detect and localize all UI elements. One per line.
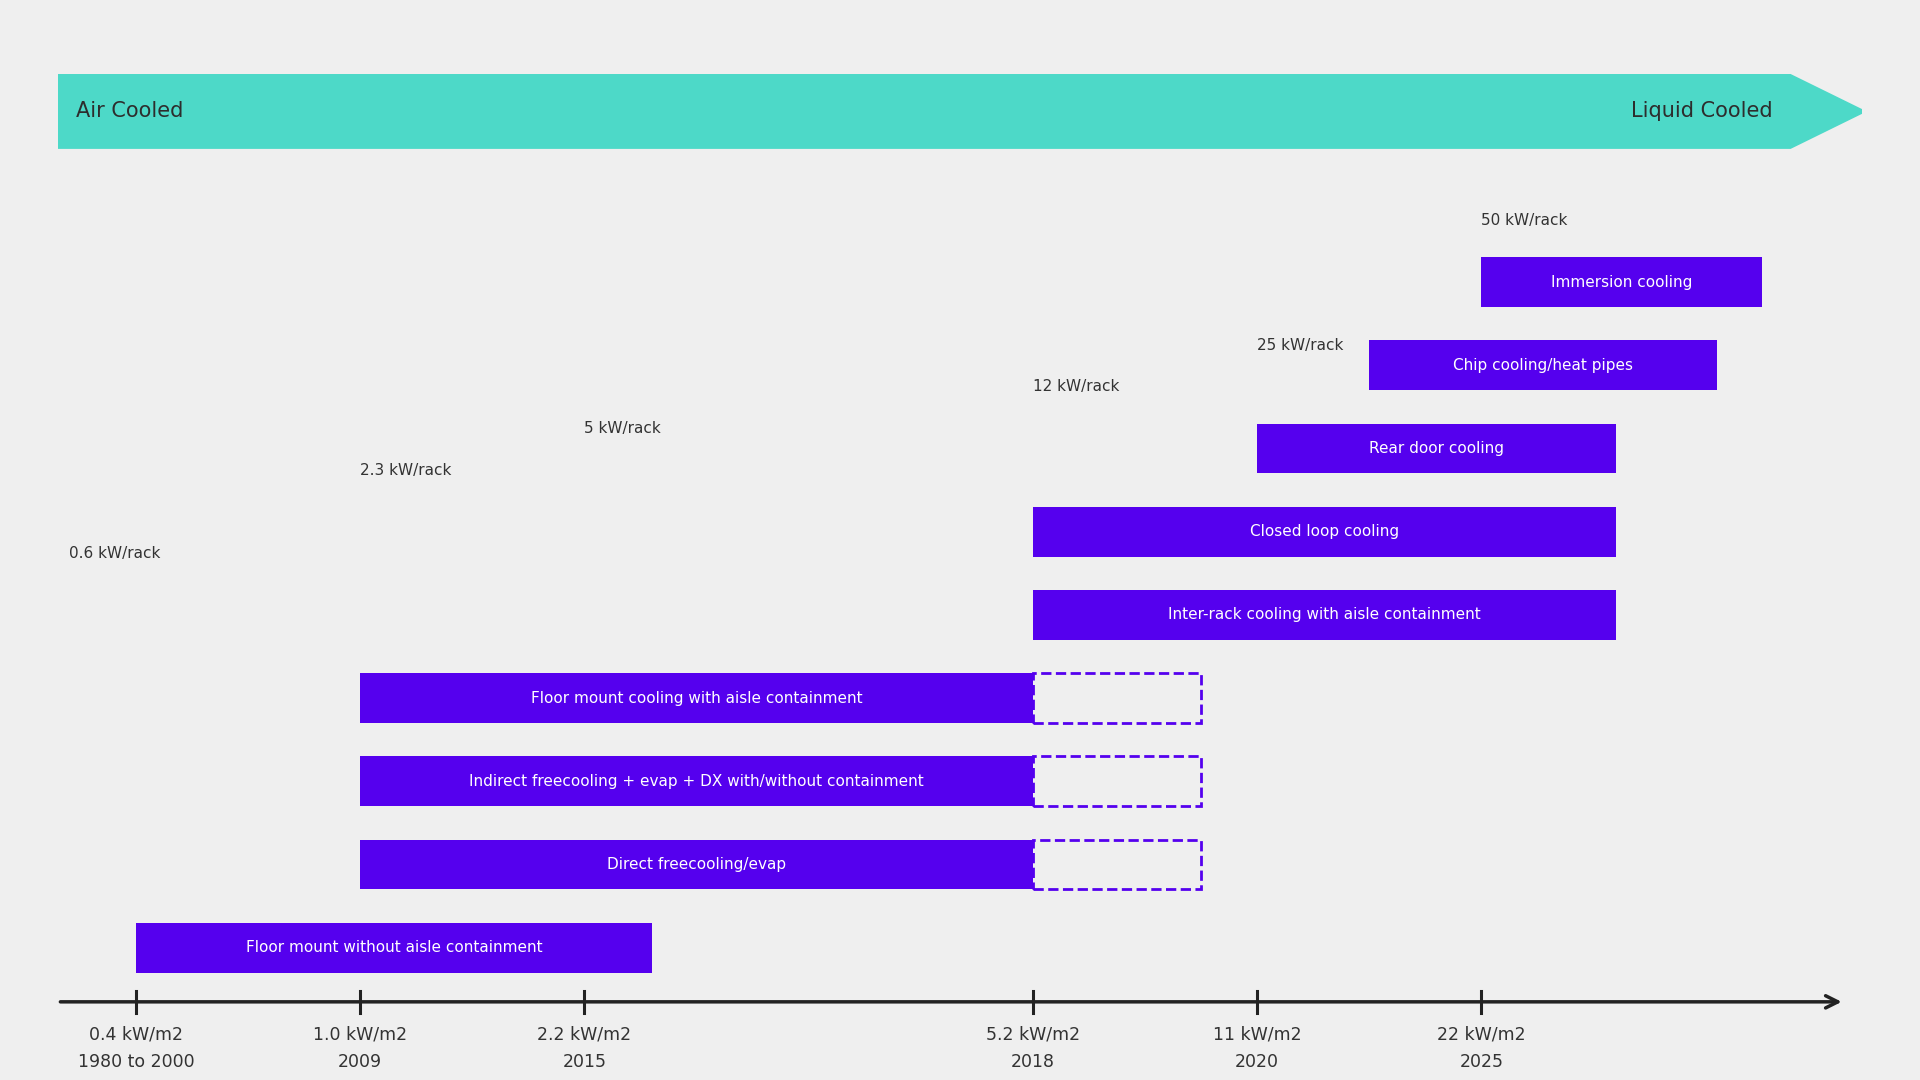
Text: Direct freecooling/evap: Direct freecooling/evap [607,858,785,872]
Bar [1258,423,1617,473]
Text: 2009: 2009 [338,1053,382,1071]
Text: Floor mount without aisle containment: Floor mount without aisle containment [246,941,541,955]
Bar [1033,839,1202,890]
Text: 11 kW/m2: 11 kW/m2 [1213,1025,1302,1043]
Text: 2015: 2015 [563,1053,607,1071]
Text: 25 kW/rack: 25 kW/rack [1258,338,1344,353]
Text: Floor mount cooling with aisle containment: Floor mount cooling with aisle containme… [530,690,862,705]
Text: Liquid Cooled: Liquid Cooled [1632,102,1772,121]
Text: 2.2 kW/m2: 2.2 kW/m2 [538,1025,632,1043]
Bar [1033,590,1617,639]
Text: 5 kW/rack: 5 kW/rack [584,421,660,436]
Text: 2020: 2020 [1235,1053,1279,1071]
Bar [1033,507,1617,556]
Text: 0.4 kW/m2: 0.4 kW/m2 [88,1025,182,1043]
Text: 12 kW/rack: 12 kW/rack [1033,379,1119,394]
Text: 2018: 2018 [1010,1053,1054,1071]
Bar [1369,340,1716,390]
Text: 5.2 kW/m2: 5.2 kW/m2 [985,1025,1079,1043]
Polygon shape [58,75,1866,149]
Text: Indirect freecooling + evap + DX with/without containment: Indirect freecooling + evap + DX with/wi… [468,773,924,788]
Text: Inter-rack cooling with aisle containment: Inter-rack cooling with aisle containmen… [1167,607,1480,622]
Bar [1033,673,1202,724]
Text: Chip cooling/heat pipes: Chip cooling/heat pipes [1453,357,1632,373]
Bar [361,673,1033,724]
Text: Closed loop cooling: Closed loop cooling [1250,524,1400,539]
Text: 2.3 kW/rack: 2.3 kW/rack [361,462,451,477]
Bar [1480,257,1761,307]
Text: Air Cooled: Air Cooled [75,102,182,121]
Text: 50 kW/rack: 50 kW/rack [1480,213,1567,228]
Text: 1.0 kW/m2: 1.0 kW/m2 [313,1025,407,1043]
Text: 0.6 kW/rack: 0.6 kW/rack [69,545,159,561]
Bar [361,839,1033,890]
Text: 1980 to 2000: 1980 to 2000 [77,1053,194,1071]
Text: 22 kW/m2: 22 kW/m2 [1436,1025,1526,1043]
Bar [136,922,651,973]
Bar [1033,756,1202,807]
Text: Rear door cooling: Rear door cooling [1369,441,1503,456]
Bar [361,756,1033,807]
Text: Immersion cooling: Immersion cooling [1551,274,1692,289]
Text: 2025: 2025 [1459,1053,1503,1071]
